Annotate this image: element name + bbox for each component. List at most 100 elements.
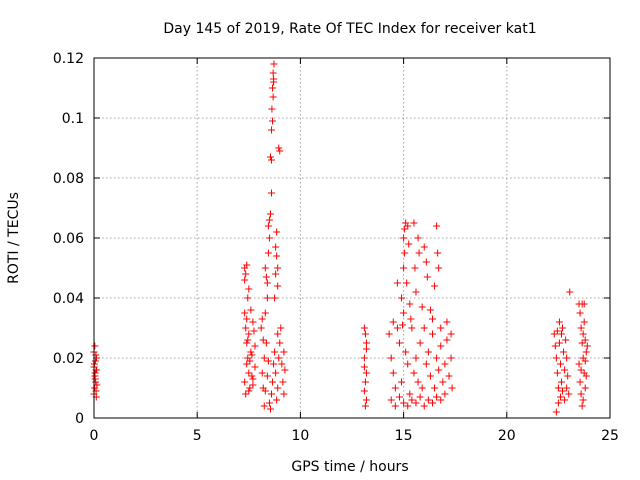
data-point	[273, 396, 281, 404]
data-point	[268, 156, 276, 164]
data-point	[412, 288, 420, 296]
data-point	[416, 339, 424, 347]
data-point	[564, 372, 572, 380]
data-point	[274, 264, 282, 272]
data-point	[395, 393, 403, 401]
data-point	[360, 363, 368, 371]
data-point	[245, 330, 253, 338]
data-point	[91, 372, 99, 380]
data-point	[581, 357, 589, 365]
data-point	[258, 369, 266, 377]
data-point	[420, 324, 428, 332]
data-point	[395, 339, 403, 347]
chart-title: Day 145 of 2019, Rate Of TEC Index for r…	[163, 21, 536, 37]
data-point	[416, 393, 424, 401]
data-point	[441, 360, 449, 368]
data-point	[259, 336, 267, 344]
data-point	[418, 384, 426, 392]
data-point	[269, 378, 277, 386]
data-point	[437, 396, 445, 404]
data-point	[579, 396, 587, 404]
data-point	[445, 372, 453, 380]
data-point	[274, 330, 282, 338]
data-point	[565, 390, 573, 398]
data-point	[555, 339, 563, 347]
data-point	[552, 354, 560, 362]
data-point	[269, 93, 277, 101]
data-point	[261, 264, 269, 272]
data-point	[582, 372, 590, 380]
data-point	[403, 279, 411, 287]
data-point	[400, 234, 408, 242]
data-point	[559, 324, 567, 332]
data-point	[433, 222, 441, 230]
data-point	[439, 378, 447, 386]
data-point	[264, 357, 272, 365]
data-point	[400, 399, 408, 407]
data-point	[415, 249, 423, 257]
data-point	[408, 324, 416, 332]
data-point	[402, 348, 410, 356]
data-point	[278, 360, 286, 368]
data-point	[249, 381, 257, 389]
y-tick-label: 0.04	[53, 291, 84, 307]
data-point	[272, 270, 280, 278]
data-point	[566, 288, 574, 296]
data-point	[428, 399, 436, 407]
data-point	[406, 390, 414, 398]
data-point	[561, 396, 569, 404]
data-point	[553, 369, 561, 377]
data-point	[398, 294, 406, 302]
data-point	[559, 387, 567, 395]
data-point	[270, 360, 278, 368]
data-point	[410, 369, 418, 377]
data-point	[248, 351, 256, 359]
data-point	[401, 249, 409, 257]
data-point	[426, 372, 434, 380]
data-point	[422, 258, 430, 266]
data-point	[556, 360, 564, 368]
plot-frame	[93, 57, 611, 419]
data-point	[275, 354, 283, 362]
data-point	[576, 309, 584, 317]
data-point	[557, 330, 565, 338]
data-point	[269, 69, 277, 77]
y-tick-label: 0	[75, 411, 84, 427]
data-point	[418, 303, 426, 311]
data-point	[577, 324, 585, 332]
data-point	[437, 342, 445, 350]
data-point	[260, 402, 268, 410]
data-point	[266, 153, 274, 161]
data-point	[391, 384, 399, 392]
data-point	[242, 324, 250, 332]
data-point	[443, 318, 451, 326]
data-point	[580, 318, 588, 326]
data-point	[270, 60, 278, 68]
data-point	[387, 354, 395, 362]
data-point	[578, 339, 586, 347]
data-point	[362, 369, 370, 377]
data-point	[437, 324, 445, 332]
data-point	[552, 408, 560, 416]
y-tick-label: 0.12	[53, 51, 84, 67]
data-point	[268, 390, 276, 398]
data-point	[411, 264, 419, 272]
x-tick-label: 15	[395, 428, 413, 444]
axis-ticks: 0 0.02 0.04 0.06 0.08 0.1 0.12 0 5 10 15 20 25	[53, 51, 619, 444]
data-point	[245, 387, 253, 395]
data-point	[575, 360, 583, 368]
data-point	[561, 366, 569, 374]
data-point	[247, 306, 255, 314]
data-point	[265, 399, 273, 407]
data-point	[404, 402, 412, 410]
data-point	[273, 252, 281, 260]
data-point	[391, 402, 399, 410]
data-point	[581, 384, 589, 392]
data-point	[400, 309, 408, 317]
data-point	[266, 405, 274, 413]
data-point	[431, 384, 439, 392]
data-point	[241, 309, 249, 317]
data-point	[362, 396, 370, 404]
data-point	[554, 399, 562, 407]
